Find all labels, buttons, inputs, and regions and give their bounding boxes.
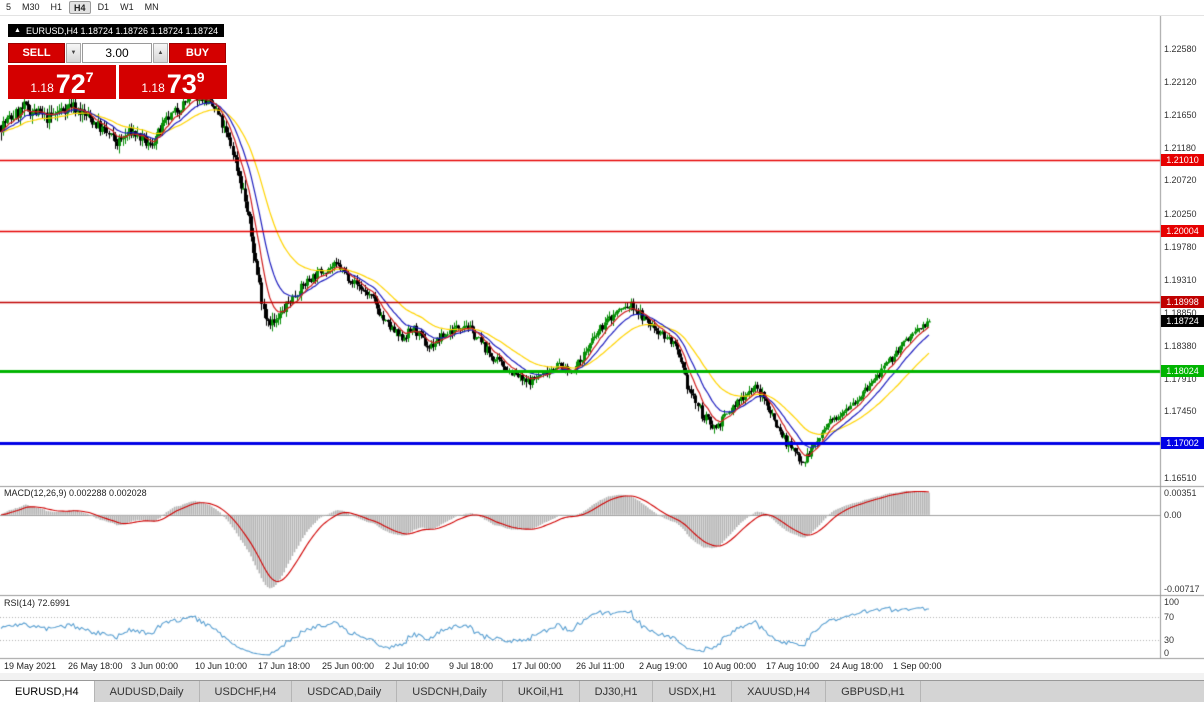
- price-axis-label: 1.17910: [1164, 373, 1197, 384]
- one-click-trading-panel: SELL ▼ ▲ BUY 1.18 72 7 1.18 73 9: [8, 43, 228, 99]
- price-axis-label: 1.19780: [1164, 241, 1197, 252]
- rsi-indicator-label: RSI(14) 72.6991: [4, 598, 71, 608]
- chevron-down-icon: ▼: [70, 50, 77, 56]
- chart-tab-usdcad-daily[interactable]: USDCAD,Daily: [292, 681, 398, 702]
- chart-ohlc-bar: ▲ EURUSD,H4 1.18724 1.18726 1.18724 1.18…: [8, 24, 225, 37]
- buy-price-big: 73: [166, 69, 197, 99]
- price-axis-label: 1.22580: [1164, 44, 1197, 55]
- volume-up-button[interactable]: ▲: [153, 43, 168, 63]
- current-price-tag: 1.18724: [1161, 315, 1204, 327]
- sell-price-pips: 7: [85, 69, 94, 85]
- rsi-axis-label: 70: [1164, 612, 1175, 622]
- collapse-panel-icon[interactable]: ▲: [14, 27, 21, 34]
- price-axis-label: 1.20720: [1164, 175, 1197, 186]
- price-axis-label: 1.18850: [1164, 307, 1197, 318]
- timeframe-toolbar: 5 M30 H1 H4 D1 W1 MN: [0, 0, 1204, 16]
- rsi-axis-label: 30: [1164, 635, 1175, 645]
- chart-tab-usdchf-h4[interactable]: USDCHF,H4: [200, 681, 293, 702]
- trade-prices-row: 1.18 72 7 1.18 73 9: [8, 65, 228, 99]
- timeframe-button-d1[interactable]: D1: [97, 2, 110, 12]
- time-axis-label: 10 Aug 00:00: [703, 661, 757, 671]
- chevron-up-icon: ▲: [157, 50, 164, 56]
- macd-indicator-label: MACD(12,26,9) 0.002288 0.002028: [4, 488, 147, 498]
- time-axis-label: 9 Jul 18:00: [449, 661, 494, 671]
- timeframe-button-w1[interactable]: W1: [120, 2, 134, 12]
- buy-price-button[interactable]: 1.18 73 9: [119, 65, 227, 99]
- sell-button[interactable]: SELL: [8, 43, 65, 63]
- timeframe-button-h1[interactable]: H1: [50, 2, 63, 12]
- time-axis-label: 17 Jul 00:00: [512, 661, 562, 671]
- volume-down-button[interactable]: ▼: [66, 43, 81, 63]
- time-axis-label: 1 Sep 00:00: [893, 661, 942, 671]
- timeframe-button-mn[interactable]: MN: [144, 2, 159, 12]
- price-axis-label: 1.21650: [1164, 109, 1197, 120]
- volume-input[interactable]: [82, 43, 152, 63]
- sell-price-prefix: 1.18: [30, 81, 54, 95]
- price-axis-label: 1.19310: [1164, 275, 1197, 286]
- chart-tab-eurusd-h4[interactable]: EURUSD,H4: [0, 681, 95, 702]
- time-axis-label: 2 Jul 10:00: [385, 661, 430, 671]
- time-axis-label: 26 Jul 11:00: [576, 661, 625, 671]
- hline-price-tag: 1.20004: [1161, 225, 1204, 237]
- chart-tab-dj30-h1[interactable]: DJ30,H1: [580, 681, 654, 702]
- buy-button[interactable]: BUY: [169, 43, 226, 63]
- price-axis-label: 1.17450: [1164, 406, 1197, 417]
- buy-price-prefix: 1.18: [141, 81, 165, 95]
- price-axis-label: 1.22120: [1164, 76, 1197, 87]
- price-axis-label: 1.18380: [1164, 340, 1197, 351]
- chart-tab-bar: EURUSD,H4 AUDUSD,Daily USDCHF,H4 USDCAD,Dai…: [0, 680, 1204, 702]
- time-axis-label: 2 Aug 19:00: [639, 661, 688, 671]
- time-axis-label: 19 May 2021: [4, 661, 57, 671]
- macd-axis-label: -0.00717: [1164, 584, 1200, 594]
- price-axis-label: 1.16510: [1164, 472, 1197, 483]
- price-axis-label: 1.20250: [1164, 208, 1197, 219]
- hline-price-tag: 1.21010: [1161, 154, 1204, 166]
- sell-price-button[interactable]: 1.18 72 7: [8, 65, 116, 99]
- chart-tab-usdx-h1[interactable]: USDX,H1: [653, 681, 733, 702]
- ohlc-text: EURUSD,H4 1.18724 1.18726 1.18724 1.1872…: [25, 25, 219, 36]
- hline-price-tag: 1.17002: [1161, 437, 1204, 449]
- time-axis-label: 26 May 18:00: [68, 661, 123, 671]
- buy-price-pips: 9: [196, 69, 205, 85]
- time-axis-label: 24 Aug 18:00: [830, 661, 884, 671]
- rsi-axis-label: 0: [1164, 648, 1170, 658]
- timeframe-button-h4[interactable]: H4: [69, 1, 91, 14]
- chart-tab-xauusd-h4[interactable]: XAUUSD,H4: [732, 681, 827, 702]
- chart-tab-usdcnh-daily[interactable]: USDCNH,Daily: [397, 681, 503, 702]
- timeframe-button-5[interactable]: 5: [6, 2, 12, 12]
- rsi-axis-label: 100: [1164, 597, 1180, 607]
- time-axis-label: 17 Jun 18:00: [258, 661, 311, 671]
- sell-price-big: 72: [55, 69, 86, 99]
- chart-tab-audusd-daily[interactable]: AUDUSD,Daily: [95, 681, 200, 702]
- time-axis-label: 17 Aug 10:00: [766, 661, 820, 671]
- horizontal-scroll-strip[interactable]: [0, 673, 1204, 680]
- trade-controls-row: SELL ▼ ▲ BUY: [8, 43, 228, 63]
- chart-tab-gbpusd-h1[interactable]: GBPUSD,H1: [826, 681, 921, 702]
- hline-price-tag: 1.18024: [1161, 365, 1204, 377]
- hline-price-tag: 1.18998: [1161, 296, 1204, 308]
- macd-axis-label: 0.00351: [1164, 488, 1197, 498]
- price-axis-label: 1.21180: [1164, 143, 1196, 153]
- chart-tab-ukoil-h1[interactable]: UKOil,H1: [503, 681, 580, 702]
- time-axis-label: 25 Jun 00:00: [322, 661, 375, 671]
- macd-axis-label: 0.00: [1164, 510, 1182, 520]
- timeframe-button-m30[interactable]: M30: [22, 2, 40, 12]
- time-axis-label: 10 Jun 10:00: [195, 661, 248, 671]
- time-axis-label: 3 Jun 00:00: [131, 661, 179, 671]
